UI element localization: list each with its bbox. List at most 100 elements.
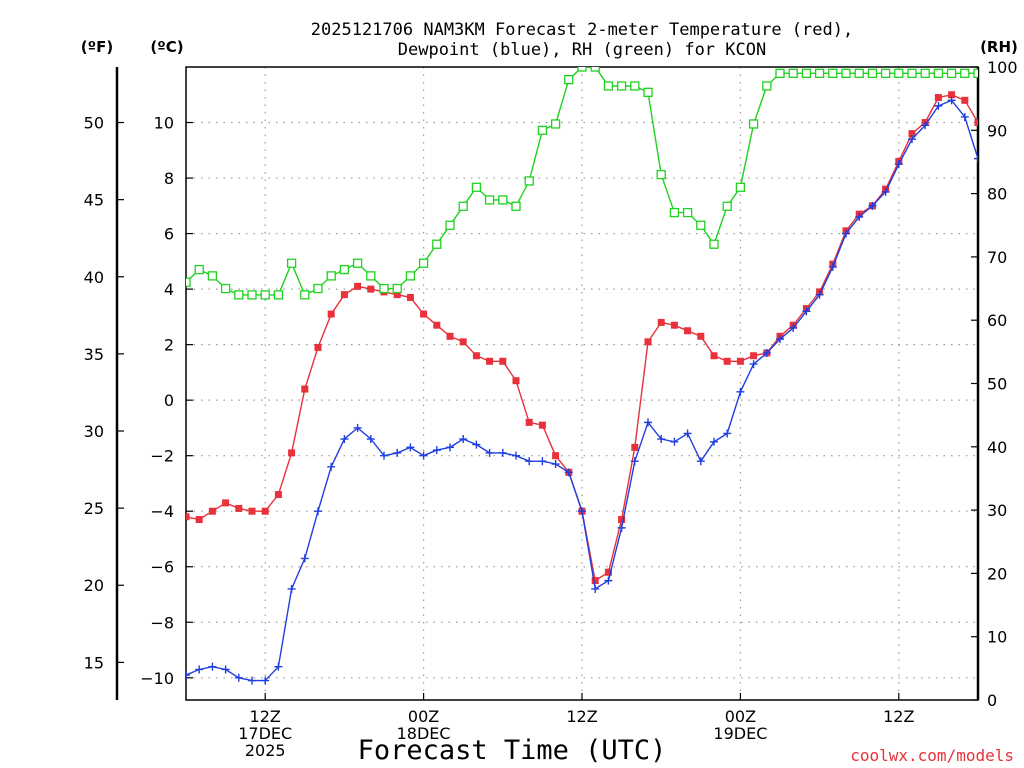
data-point (802, 307, 811, 316)
data-point (684, 327, 692, 335)
data-point (908, 135, 916, 144)
data-point (591, 577, 599, 585)
data-point (406, 293, 414, 301)
data-point (524, 176, 534, 186)
data-point (222, 499, 230, 507)
data-point (723, 429, 732, 438)
celsius-tick-label: −8 (150, 613, 174, 632)
data-point (247, 290, 257, 300)
data-point (618, 516, 626, 524)
data-point (973, 68, 978, 78)
data-point (748, 119, 759, 129)
data-point (537, 125, 548, 135)
data-point (274, 491, 282, 499)
celsius-unit-label: (ºC) (150, 38, 183, 56)
data-point (789, 323, 798, 332)
data-point (987, 160, 995, 168)
data-point (260, 290, 270, 300)
x-tick-label: 12Z (566, 707, 597, 726)
data-point (631, 443, 639, 451)
data-point (485, 448, 494, 457)
data-point (657, 435, 666, 444)
celsius-tick-label: 4 (164, 280, 174, 299)
data-point (432, 239, 442, 249)
data-point (723, 357, 731, 365)
data-point (446, 443, 454, 452)
data-point (736, 387, 745, 396)
data-point (406, 443, 415, 452)
data-point (353, 423, 362, 432)
data-point (630, 457, 639, 466)
data-point (669, 207, 680, 218)
data-point (393, 448, 402, 457)
data-point (220, 283, 231, 294)
data-point (208, 662, 217, 671)
celsius-tick-label: −6 (150, 558, 174, 577)
data-point (670, 437, 679, 446)
data-point (788, 68, 798, 78)
data-point (354, 282, 362, 290)
celsius-tick-label: 6 (164, 225, 174, 244)
x-tick-label: 12Z (883, 707, 914, 726)
data-point (433, 321, 441, 329)
data-point (195, 665, 204, 674)
data-point (392, 283, 402, 294)
data-point (881, 187, 890, 196)
data-point (974, 119, 978, 127)
data-point (207, 271, 218, 281)
data-point (1000, 146, 1008, 154)
data-point (854, 68, 864, 78)
data-point (512, 451, 520, 460)
x-tick-label: 18DEC (397, 724, 451, 743)
data-point (657, 318, 665, 326)
data-point (405, 271, 416, 281)
data-point (300, 554, 309, 563)
rh-tick-label: 80 (987, 185, 1007, 204)
data-point (380, 451, 388, 460)
data-series (186, 67, 1008, 685)
data-point (697, 332, 705, 340)
fahrenheit-tick-label: 30 (84, 422, 104, 441)
data-point (459, 338, 467, 346)
data-point (261, 676, 270, 685)
data-point (326, 271, 336, 281)
data-point (484, 195, 495, 205)
data-point (828, 262, 837, 271)
data-point (195, 516, 203, 524)
data-point (366, 435, 375, 444)
rh-tick-label: 60 (987, 311, 1007, 330)
data-point (815, 290, 824, 299)
rh-tick-label: 90 (987, 121, 1007, 140)
data-point (578, 507, 586, 516)
series-rh (186, 67, 978, 300)
celsius-tick-label: −2 (150, 447, 174, 466)
data-point (855, 212, 864, 221)
rh-tick-label: 40 (987, 438, 1007, 457)
data-point (248, 507, 256, 515)
rh-tick-label: 100 (987, 58, 1018, 77)
data-point (313, 283, 323, 294)
data-point (670, 321, 678, 329)
data-point (934, 94, 942, 102)
data-point (762, 81, 772, 91)
data-point (352, 258, 363, 268)
data-point (696, 457, 705, 466)
rh-tick-label: 50 (987, 375, 1007, 394)
data-point (907, 68, 917, 78)
data-point (801, 68, 812, 78)
data-point (538, 457, 547, 466)
data-point (234, 290, 244, 300)
data-point (616, 81, 627, 91)
data-point (921, 121, 930, 130)
fahrenheit-tick-label: 20 (84, 576, 104, 595)
rh-tick-label: 30 (987, 501, 1007, 520)
data-point (288, 449, 296, 457)
fahrenheit-tick-label: 45 (84, 191, 104, 210)
axes (115, 66, 980, 701)
data-point (644, 338, 652, 346)
data-point (432, 446, 441, 455)
fahrenheit-tick-label: 25 (84, 499, 104, 518)
data-point (710, 437, 718, 446)
data-point (286, 258, 297, 268)
